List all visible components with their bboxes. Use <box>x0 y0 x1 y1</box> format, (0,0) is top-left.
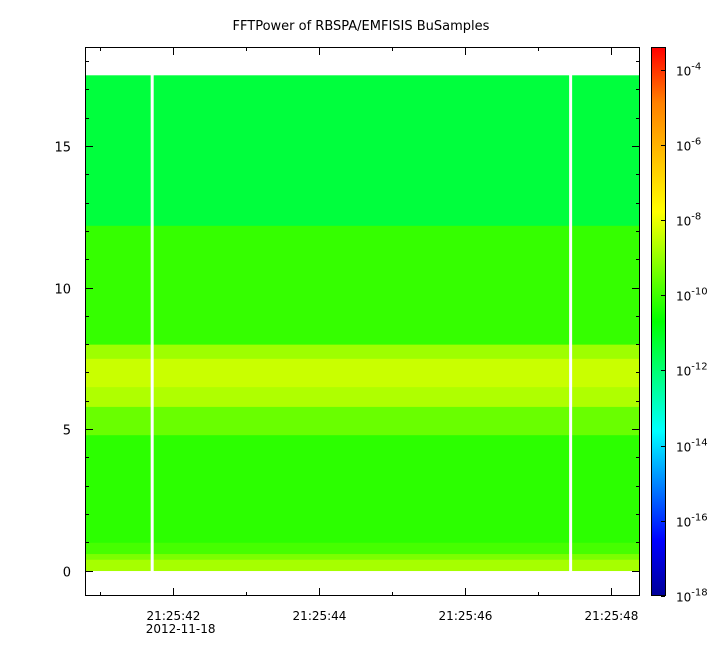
y-tick-label: 10 <box>54 283 71 298</box>
heatmap-band-3 <box>85 434 640 543</box>
y-axis: 0 5 10 15 <box>54 61 640 581</box>
heatmap-bands <box>85 75 640 572</box>
colorbar-gradient <box>651 47 666 596</box>
colorbar-tick-label: 10-18 <box>676 588 708 605</box>
data-gap-0 <box>150 47 154 596</box>
x-tick-label: 21:25:46 <box>439 609 493 623</box>
spectrogram-plot-area <box>85 47 640 596</box>
x-tick-label: 21:25:44 <box>293 609 347 623</box>
heatmap-band-8 <box>85 225 640 345</box>
y-tick-label: 0 <box>63 566 71 581</box>
colorbar-ticks: 10-18 10-16 10-14 10-12 10-10 10-8 10-6 10-4 <box>661 62 708 605</box>
y-tick-label: 5 <box>63 424 71 439</box>
x-tick-label: 21:25:48 <box>585 609 639 623</box>
y-tick-label: 15 <box>54 141 71 156</box>
colorbar-tick-label: 10-12 <box>676 362 708 379</box>
data-gap-1 <box>569 47 573 596</box>
heatmap-band-4 <box>85 406 640 436</box>
x-axis: 21:25:42 21:25:44 21:25:46 21:25:48 <box>100 47 639 623</box>
heatmap-band-0 <box>85 559 640 572</box>
colorbar-tick-label: 10-6 <box>676 137 701 154</box>
heatmap-band-1 <box>85 553 640 560</box>
data-gaps <box>150 47 573 596</box>
heatmap-band-9 <box>85 75 640 226</box>
x-axis-date-label: 2012-11-18 <box>146 622 216 636</box>
chart-title: FFTPower of RBSPA/EMFISIS BuSamples <box>233 19 490 34</box>
heatmap-band-2 <box>85 542 640 555</box>
plot-frame <box>85 47 640 596</box>
colorbar-tick-label: 10-4 <box>676 62 701 79</box>
heatmap-band-7 <box>85 344 640 359</box>
colorbar-tick-label: 10-14 <box>676 438 708 455</box>
heatmap-band-6 <box>85 358 640 388</box>
colorbar-tick-label: 10-8 <box>676 212 701 229</box>
colorbar-tick-label: 10-10 <box>676 287 708 304</box>
x-tick-label: 21:25:42 <box>147 609 201 623</box>
colorbar-tick-label: 10-16 <box>676 513 708 530</box>
heatmap-band-5 <box>85 386 640 407</box>
colorbar: 10-18 10-16 10-14 10-12 10-10 10-8 10-6 10-4 <box>651 47 708 605</box>
